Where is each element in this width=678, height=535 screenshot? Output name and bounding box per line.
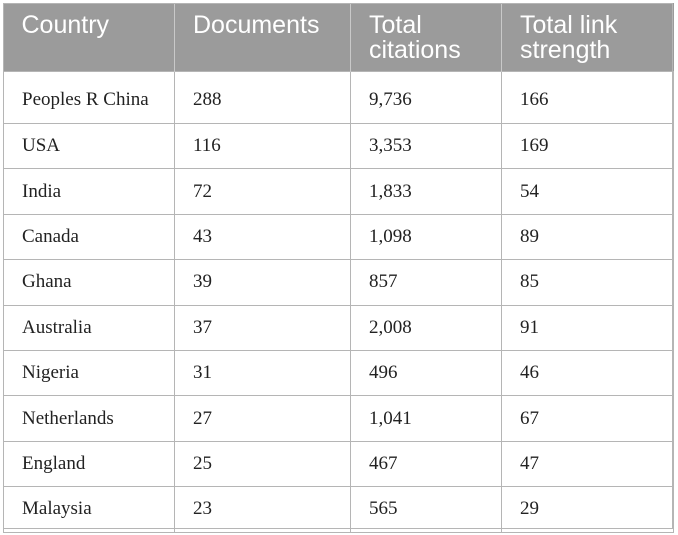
country-table: Country Documents Total citations Total … (3, 3, 674, 533)
table-row: Ghana 39 857 85 (3, 259, 674, 306)
cell-total-citations: 9,736 (350, 71, 502, 124)
cell-total-citations: 2,008 (350, 304, 502, 351)
cell-documents: 288 (174, 71, 351, 124)
header-row: Country Documents Total citations Total … (3, 3, 674, 72)
cell-documents: 31 (174, 349, 351, 397)
cell-country: Canada (3, 213, 175, 261)
cell-total-citations: 1,098 (350, 213, 502, 261)
cell-total-citations: 3,353 (350, 122, 502, 170)
header-documents: Documents (174, 3, 351, 72)
table-header: Country Documents Total citations Total … (3, 3, 674, 72)
cell-country: India (3, 168, 175, 215)
cell-total-citations: 496 (350, 349, 502, 397)
cell-total-link-strength: 46 (501, 349, 674, 397)
table-row: Canada 43 1,098 89 (3, 213, 674, 261)
country-table-container: Country Documents Total citations Total … (3, 3, 674, 533)
cell-total-link-strength: 91 (501, 304, 674, 351)
cell-total-link-strength: 85 (501, 259, 674, 306)
table-row: India 72 1,833 54 (3, 168, 674, 215)
cell-documents: 23 (174, 486, 351, 533)
table-row: Australia 37 2,008 91 (3, 304, 674, 351)
header-country: Country (3, 3, 175, 72)
header-total-citations: Total citations (350, 3, 502, 72)
cell-country: Malaysia (3, 486, 175, 533)
table-row: Peoples R China 288 9,736 166 (3, 71, 674, 124)
cell-total-link-strength: 166 (501, 71, 674, 124)
table-row: England 25 467 47 (3, 440, 674, 488)
cell-total-citations: 565 (350, 486, 502, 533)
cell-total-link-strength: 47 (501, 440, 674, 488)
cell-country: Netherlands (3, 395, 175, 442)
cell-documents: 116 (174, 122, 351, 170)
cell-total-link-strength: 67 (501, 395, 674, 442)
cell-country: Ghana (3, 259, 175, 306)
cell-total-citations: 1,833 (350, 168, 502, 215)
table-row: Malaysia 23 565 29 (3, 486, 674, 533)
cell-total-link-strength: 29 (501, 486, 674, 533)
cell-total-citations: 857 (350, 259, 502, 306)
cell-country: USA (3, 122, 175, 170)
cell-documents: 27 (174, 395, 351, 442)
cell-total-link-strength: 89 (501, 213, 674, 261)
cell-total-citations: 1,041 (350, 395, 502, 442)
cell-documents: 25 (174, 440, 351, 488)
cell-documents: 39 (174, 259, 351, 306)
table-row: Netherlands 27 1,041 67 (3, 395, 674, 442)
cell-documents: 43 (174, 213, 351, 261)
table-row: Nigeria 31 496 46 (3, 349, 674, 397)
cell-country: Peoples R China (3, 71, 175, 124)
cell-documents: 72 (174, 168, 351, 215)
cell-documents: 37 (174, 304, 351, 351)
header-total-link-strength: Total link strength (501, 3, 674, 72)
cell-country: Australia (3, 304, 175, 351)
cell-total-link-strength: 169 (501, 122, 674, 170)
table-body: Peoples R China 288 9,736 166 USA 116 3,353 169… (3, 71, 674, 533)
cell-total-citations: 467 (350, 440, 502, 488)
cell-country: Nigeria (3, 349, 175, 397)
cell-total-link-strength: 54 (501, 168, 674, 215)
cell-country: England (3, 440, 175, 488)
table-row: USA 116 3,353 169 (3, 122, 674, 170)
